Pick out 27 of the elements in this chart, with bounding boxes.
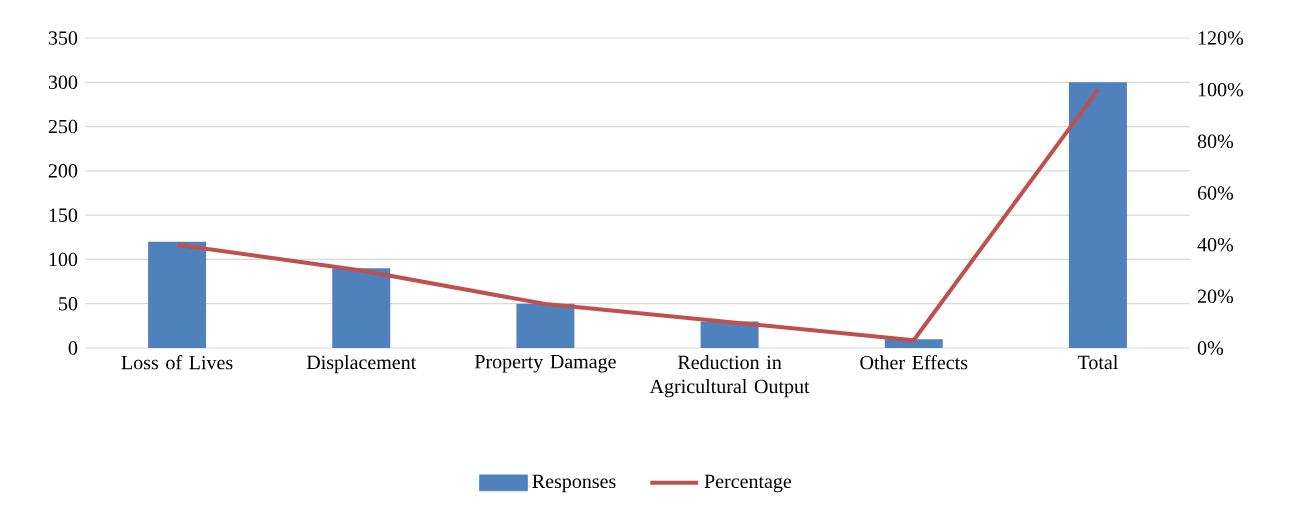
- y-tick-label: 250: [48, 119, 78, 134]
- y2-tick-label: 120%: [1198, 31, 1244, 45]
- legend-label: Responses: [532, 474, 616, 493]
- bar: [1068, 82, 1127, 348]
- y-tick-label: 50: [59, 296, 78, 311]
- y-tick-label: 150: [49, 208, 78, 222]
- x-tick-label: Other Effects: [860, 355, 968, 370]
- y-tick-label: 100: [49, 252, 78, 267]
- y-tick-label: 350: [48, 31, 78, 45]
- x-tick-label: Displacement: [306, 355, 417, 374]
- y-tick-label: 0: [68, 341, 78, 355]
- y-tick-label: 200: [48, 164, 78, 178]
- y2-tick-label: 40%: [1197, 237, 1234, 252]
- y2-tick-label: 0%: [1197, 341, 1224, 355]
- y2-tick-label: 100%: [1198, 82, 1244, 97]
- x-tick-label: Property Damage: [474, 355, 616, 373]
- x-tick-label: Reduction in Agricultural Output: [649, 355, 810, 398]
- x-tick-label: Total: [1077, 355, 1118, 370]
- y2-tick-label: 80%: [1197, 134, 1234, 149]
- bar: [332, 268, 391, 348]
- y2-tick-label: 60%: [1197, 186, 1234, 200]
- y-tick-label: 300: [48, 75, 78, 90]
- bar: [516, 303, 575, 348]
- legend-label: Percentage: [704, 474, 792, 493]
- bar: [148, 241, 207, 348]
- x-tick-label: Loss of Lives: [121, 355, 233, 370]
- y2-tick-label: 20%: [1197, 289, 1234, 304]
